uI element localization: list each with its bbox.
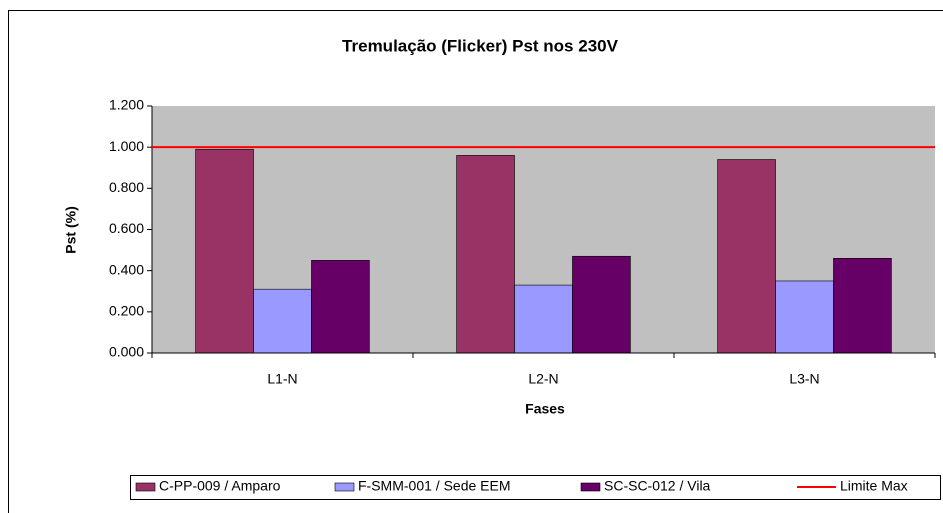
y-tick-label: 0.600: [109, 220, 144, 236]
bar: [775, 280, 834, 354]
legend-swatch: [580, 482, 601, 492]
y-tick-label: 1.000: [109, 138, 144, 154]
bar: [311, 260, 370, 354]
legend-label: F-SMM-001 / Sede EEM: [358, 478, 511, 494]
y-tick-label: 0.400: [109, 261, 144, 277]
y-tick-label: 0.000: [109, 344, 144, 360]
x-tick-label: L3-N: [789, 371, 819, 387]
chart-title: Tremulação (Flicker) Pst nos 230V: [342, 36, 619, 55]
legend-label: SC-SC-012 / Vila: [604, 478, 711, 494]
legend-label: Limite Max: [840, 478, 908, 494]
legend-swatch: [334, 482, 355, 492]
y-tick-label: 1.200: [109, 97, 144, 113]
bar: [514, 284, 573, 354]
bar: [572, 255, 631, 354]
x-tick-label: L2-N: [528, 371, 558, 387]
legend-label: C-PP-009 / Amparo: [159, 478, 281, 494]
x-axis-title: Fases: [525, 401, 565, 417]
legend-swatch: [135, 482, 156, 492]
bar: [833, 258, 892, 354]
bar: [456, 155, 515, 354]
y-axis-title: Pst (%): [63, 206, 79, 253]
bar: [717, 159, 776, 354]
y-tick-label: 0.800: [109, 179, 144, 195]
x-tick-label: L1-N: [267, 371, 297, 387]
bar: [253, 288, 312, 354]
bar: [195, 148, 254, 354]
y-tick-label: 0.200: [109, 303, 144, 319]
